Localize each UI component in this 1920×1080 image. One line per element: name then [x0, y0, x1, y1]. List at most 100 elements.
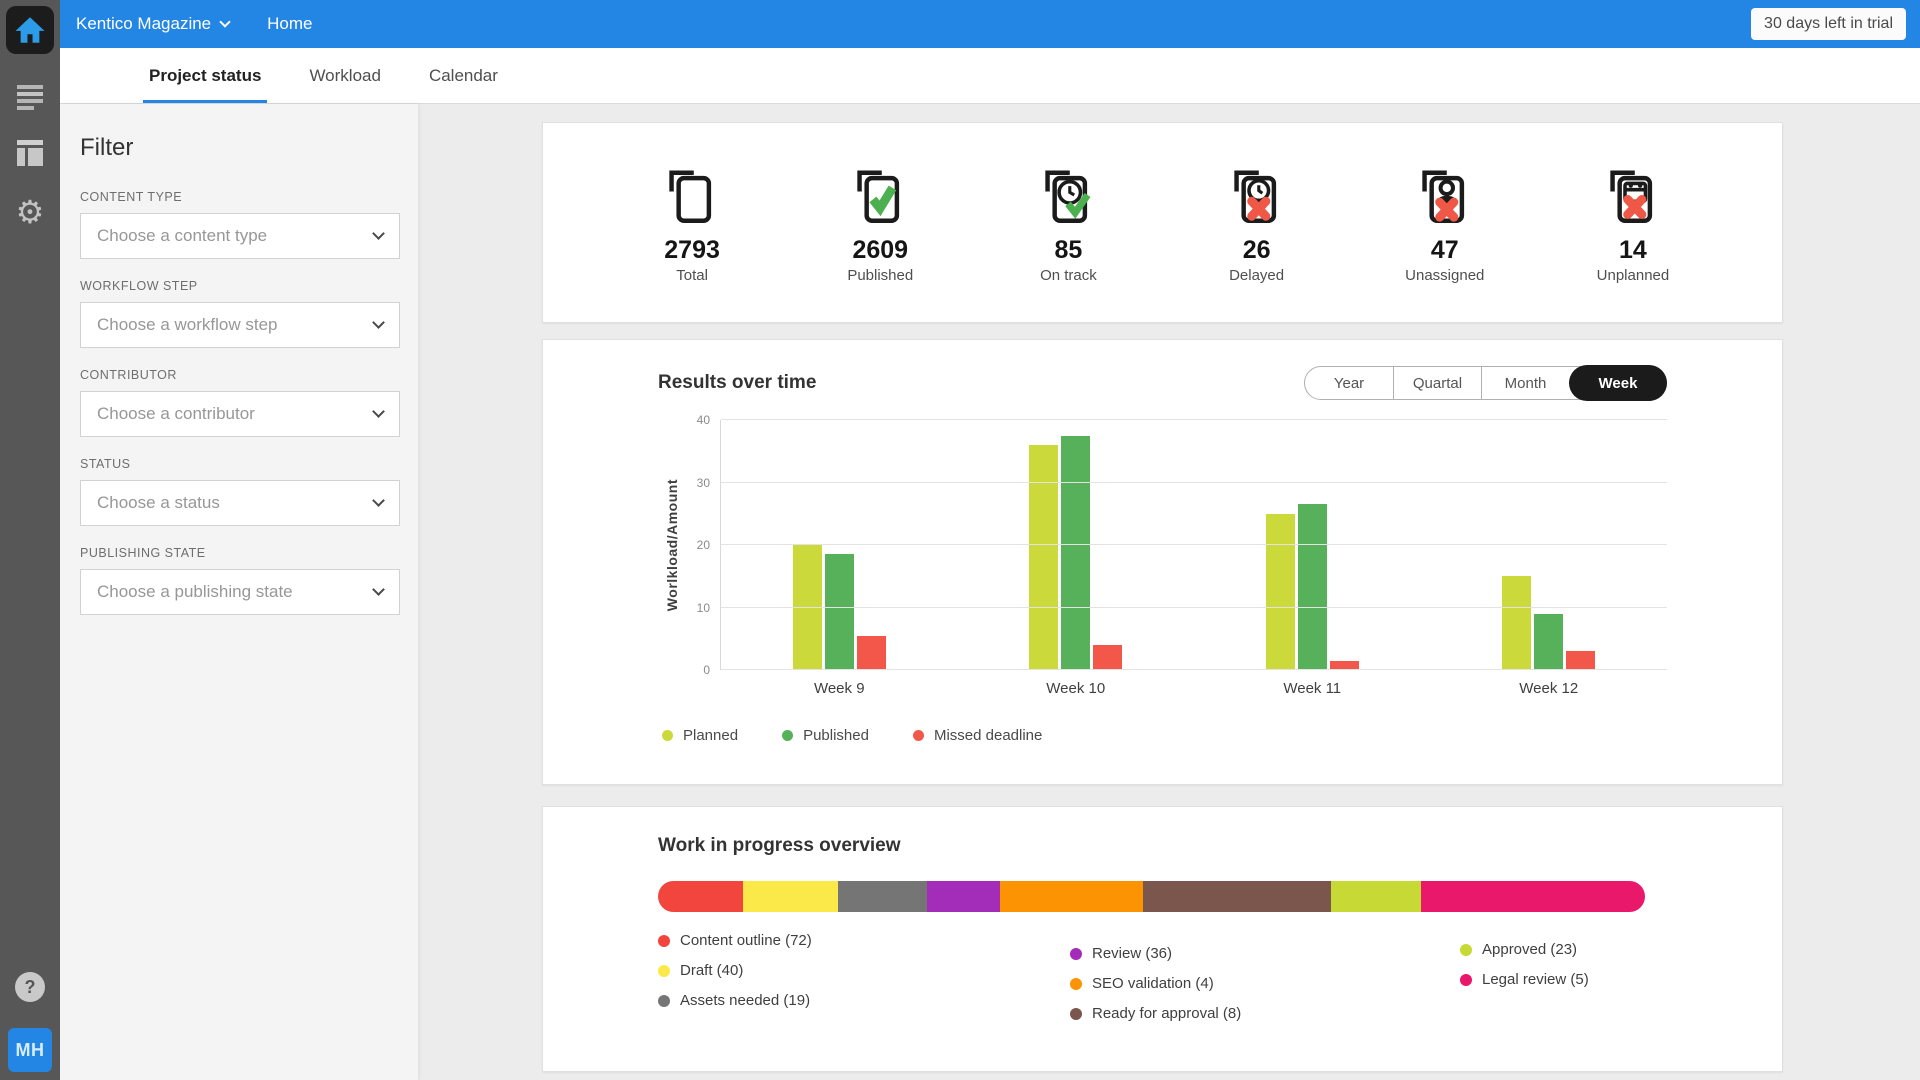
- legend-dot: [662, 730, 673, 741]
- wip-stacked-bar: [658, 881, 1645, 912]
- x-axis-label: Week 10: [1046, 680, 1106, 697]
- tab-workload[interactable]: Workload: [309, 65, 381, 85]
- results-chart: Worlkload/Amount 0 10 20 30 40: [658, 413, 1668, 677]
- legend-dot: [658, 994, 670, 1007]
- legend-label: Draft (40): [680, 962, 744, 979]
- settings-gear-icon[interactable]: ⚙: [15, 194, 45, 230]
- filter-group-content-type: CONTENT TYPE Choose a content type: [80, 190, 400, 259]
- publishing-state-select[interactable]: Choose a publishing state: [80, 569, 400, 615]
- stat-label: Published: [847, 266, 914, 284]
- stat-value: 85: [1054, 235, 1083, 264]
- pages-clock-cross-icon: [1233, 170, 1276, 223]
- results-y-ticks: 0 10 20 30 40: [686, 413, 720, 677]
- contributor-select[interactable]: Choose a contributor: [80, 391, 400, 437]
- wip-legend-column: Content outline (72) Draft (40) Assets nee…: [658, 932, 1070, 1022]
- stat-label: Unplanned: [1596, 266, 1670, 284]
- filter-label: PUBLISHING STATE: [80, 546, 206, 560]
- pages-person-cross-icon: [1422, 170, 1464, 223]
- range-week-button[interactable]: Week: [1569, 365, 1667, 401]
- legend-dot: [658, 964, 670, 977]
- results-legend: Planned Published Missed deadline: [662, 727, 1667, 744]
- stat-label: Total: [676, 266, 708, 284]
- bar-group: [958, 420, 1195, 670]
- home-button[interactable]: [6, 6, 54, 54]
- help-button[interactable]: ?: [15, 972, 45, 1002]
- stat-unplanned: 14 Unplanned: [1539, 162, 1727, 284]
- range-year-button[interactable]: Year: [1333, 374, 1365, 392]
- select-placeholder: Choose a contributor: [97, 404, 255, 423]
- select-placeholder: Choose a status: [97, 493, 220, 512]
- pages-clock-check-icon: [1045, 170, 1091, 223]
- chart-bar-missed-deadline: [856, 635, 886, 670]
- legend-label: SEO validation (4): [1092, 975, 1214, 992]
- chevron-down-icon: [372, 405, 385, 418]
- wip-segment-seo-validation: [1000, 881, 1143, 912]
- x-axis-label: Week 12: [1519, 680, 1579, 697]
- user-avatar[interactable]: MH: [8, 1028, 52, 1072]
- project-switcher[interactable]: Kentico Magazine: [76, 14, 231, 34]
- legend-dot: [912, 730, 924, 741]
- dashboard: 2793 Total 2609 Published: [418, 104, 1920, 1080]
- legend-label: Ready for approval (8): [1092, 1005, 1242, 1022]
- wip-segment-draft: [742, 881, 838, 912]
- stat-total: 2793 Total: [598, 162, 786, 284]
- legend-label: Published: [803, 727, 869, 744]
- y-tick-label: 0: [703, 663, 710, 677]
- legend-item: Missed deadline: [912, 727, 1042, 744]
- gridline: [721, 606, 1667, 608]
- chart-bar-missed-deadline: [1093, 645, 1123, 670]
- filter-label: STATUS: [80, 457, 131, 471]
- wip-segment-review: [927, 881, 1001, 912]
- wip-legend-item: Draft (40): [658, 962, 1070, 979]
- home-icon: [15, 17, 45, 43]
- gridline: [721, 481, 1667, 483]
- y-tick-label: 10: [696, 600, 710, 615]
- status-select[interactable]: Choose a status: [80, 480, 400, 526]
- stat-value: 2609: [852, 235, 909, 264]
- wip-legend-item: Ready for approval (8): [1070, 1005, 1460, 1022]
- pages-check-icon: [857, 170, 900, 223]
- chart-bar-missed-deadline: [1566, 651, 1596, 670]
- results-x-labels: Week 9 Week 10 Week 11 Week 12: [721, 680, 1667, 697]
- workflow-step-select[interactable]: Choose a workflow step: [80, 302, 400, 348]
- bar-group: [1194, 420, 1431, 670]
- y-tick-label: 30: [696, 475, 710, 490]
- tab-project-status[interactable]: Project status: [143, 48, 268, 103]
- content-type-select[interactable]: Choose a content type: [80, 213, 400, 259]
- filter-title: Filter: [80, 134, 134, 161]
- filter-label: CONTRIBUTOR: [80, 368, 177, 382]
- y-tick-label: 40: [696, 413, 710, 427]
- y-tick-label: 20: [696, 538, 710, 552]
- stat-value: 14: [1619, 235, 1647, 264]
- nav-home-link[interactable]: Home: [267, 14, 313, 33]
- wip-legend-item: Approved (23): [1460, 941, 1589, 958]
- wip-legend-column: Approved (23) Legal review (5): [1460, 932, 1589, 1022]
- filter-label: CONTENT TYPE: [80, 190, 183, 204]
- chevron-down-icon: [219, 15, 231, 28]
- stat-value: 47: [1430, 235, 1459, 264]
- stat-label: Delayed: [1229, 266, 1285, 284]
- results-over-time-card: Results over time Year Quartal Month Wee…: [542, 339, 1783, 785]
- chart-bar-planned: [1029, 445, 1059, 670]
- chart-bar-published: [1061, 435, 1091, 670]
- gridline: [721, 544, 1667, 545]
- select-placeholder: Choose a publishing state: [97, 582, 293, 601]
- content-list-icon[interactable]: [16, 84, 44, 110]
- filter-group-workflow-step: WORKFLOW STEP Choose a workflow step: [80, 279, 400, 348]
- chart-bar-planned: [792, 545, 822, 670]
- stat-delayed: 26 Delayed: [1163, 162, 1351, 284]
- legend-dot: [1070, 1007, 1082, 1020]
- stat-label: Unassigned: [1405, 266, 1485, 284]
- tab-calendar[interactable]: Calendar: [428, 65, 498, 85]
- legend-item: Planned: [662, 727, 738, 744]
- legend-label: Review (36): [1092, 945, 1173, 962]
- legend-dot: [1070, 977, 1082, 990]
- range-month-button[interactable]: Month: [1481, 367, 1569, 399]
- legend-label: Legal review (5): [1482, 971, 1589, 988]
- content-area: Filter CONTENT TYPE Choose a content typ…: [60, 104, 1920, 1080]
- range-quartal-button[interactable]: Quartal: [1393, 367, 1481, 399]
- bar-group: [1431, 420, 1668, 670]
- wip-segment-assets-needed: [837, 881, 928, 912]
- layout-icon[interactable]: [16, 140, 44, 166]
